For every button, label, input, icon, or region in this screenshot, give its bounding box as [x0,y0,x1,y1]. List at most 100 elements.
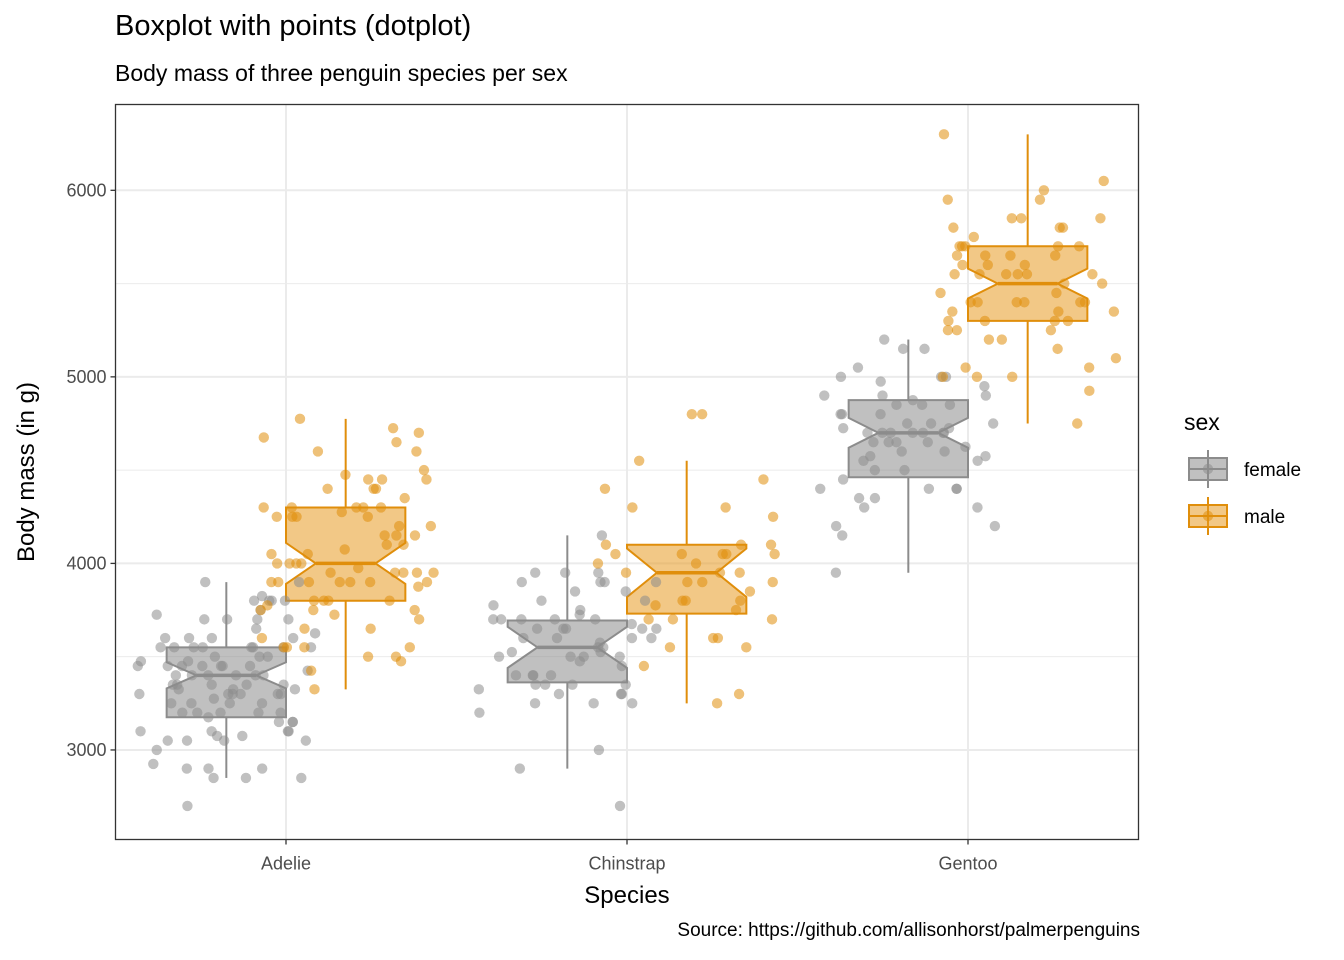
x-tick-label: Adelie [261,854,311,874]
legend-label-female: female [1244,460,1301,481]
data-point-male [395,656,407,667]
data-point-female [287,632,299,644]
data-point-male [599,483,611,494]
data-point-female [132,660,143,672]
data-point-male [1110,353,1122,364]
data-point-female [567,679,578,690]
x-tick-label: Gentoo [938,854,997,874]
data-point-male [312,446,324,457]
data-point-female [650,576,662,588]
data-point-male [322,483,333,494]
data-point-male [1098,175,1109,187]
data-point-female [530,567,541,578]
data-point-female [852,362,864,373]
data-point-male [340,469,351,480]
data-point-male [318,595,330,606]
data-point-female [897,343,909,355]
data-point-female [598,642,609,653]
data-point-male [1045,325,1057,336]
data-point-female [293,576,305,588]
data-point-female [916,399,928,411]
data-point-female [595,576,606,588]
data-point-male [947,306,958,317]
data-point-female [289,684,301,695]
data-point-female [565,651,576,662]
data-point-male [948,222,959,233]
data-point-female [167,679,179,690]
data-point-male [714,567,726,578]
data-point-female [162,660,173,672]
data-point-female [488,600,499,611]
data-point-male [1072,418,1083,429]
legend-label-male: male [1244,507,1285,528]
data-point-male [278,642,289,653]
data-point-male [982,259,994,271]
data-point-male [258,502,269,513]
data-point-male [413,614,425,625]
data-point-female [488,614,499,625]
point-layer [132,129,1122,812]
data-point-male [766,614,778,625]
data-point-male [682,576,693,588]
data-point-female [987,418,999,429]
data-point-female [651,623,662,634]
data-point-female [830,520,842,532]
data-point-male [411,567,423,578]
data-point-male [960,362,971,373]
data-point-female [574,656,586,667]
data-point-male [741,642,752,653]
data-point-male [965,297,976,308]
data-point-female [514,763,526,774]
data-point-male [735,595,746,606]
data-point-male [697,576,708,588]
data-point-female [248,595,260,606]
data-point-female [614,800,626,812]
data-point-female [155,642,166,653]
data-point-female [518,632,529,644]
data-point-female [159,632,171,644]
data-point-male [769,548,780,560]
data-point-male [1083,362,1095,373]
data-point-female [473,684,485,695]
data-point-female [151,744,162,756]
data-point-female [616,660,628,672]
data-point-female [203,763,214,774]
data-point-male [364,576,376,588]
data-point-male [398,567,409,578]
data-point-female [531,623,543,634]
data-point-female [530,679,541,690]
data-point-female [252,614,263,625]
data-point-female [639,595,651,606]
data-point-female [223,688,234,700]
data-point-female [620,586,631,597]
x-tick-label: Chinstrap [588,854,665,874]
data-point-male [399,492,410,504]
data-point-male [600,539,612,550]
data-point-female [569,586,581,597]
data-point-female [865,450,876,462]
data-point-male [733,688,745,700]
data-point-male [638,660,650,672]
data-point-male [258,432,269,443]
data-point-female [283,726,294,737]
data-point-male [365,623,376,634]
legend: sex female male [1184,409,1301,535]
data-point-male [334,576,345,588]
data-point-male [951,250,963,261]
data-point-female [919,343,930,355]
legend-keys [1188,450,1228,535]
data-point-female [819,390,830,401]
data-point-male [271,558,283,569]
data-point-female [529,698,541,709]
data-point-male [345,576,356,588]
data-point-female [979,380,990,392]
data-point-female [836,408,848,420]
data-point-male [1074,241,1085,252]
data-point-male [302,548,313,560]
data-point-male [1049,315,1061,327]
data-point-male [308,604,319,616]
data-point-male [686,408,698,420]
data-point-female [875,376,886,387]
data-point-male [1095,213,1106,224]
data-point-male [971,371,983,383]
